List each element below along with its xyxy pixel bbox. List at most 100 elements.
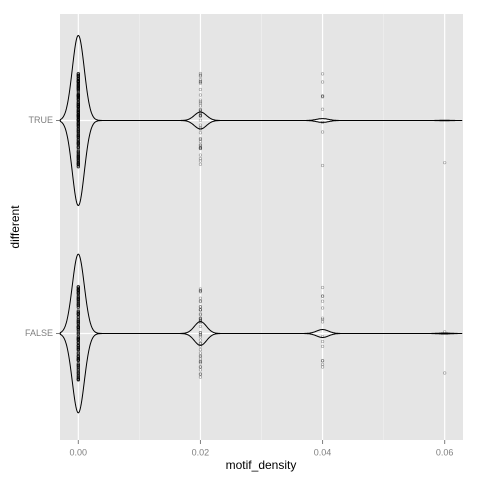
point — [76, 138, 80, 142]
point — [320, 299, 325, 303]
point — [198, 143, 203, 148]
point — [76, 115, 80, 119]
point — [76, 118, 80, 122]
point — [76, 109, 80, 113]
point — [76, 161, 80, 165]
point — [76, 287, 80, 292]
point — [198, 300, 203, 304]
point — [76, 355, 80, 359]
point — [76, 337, 80, 341]
point — [76, 163, 80, 167]
point — [76, 326, 80, 330]
point — [76, 87, 80, 91]
point — [76, 110, 80, 115]
point — [198, 114, 203, 118]
point — [198, 114, 203, 118]
point — [76, 93, 80, 97]
point — [76, 374, 80, 378]
point — [76, 73, 80, 77]
point — [76, 83, 80, 87]
point — [76, 321, 80, 326]
point — [76, 113, 80, 117]
point — [76, 135, 80, 139]
point — [76, 132, 80, 136]
point — [76, 158, 80, 162]
point — [76, 113, 80, 117]
point — [76, 115, 80, 119]
point — [76, 140, 80, 144]
point — [76, 125, 80, 129]
point — [76, 321, 80, 326]
point — [76, 113, 80, 117]
point — [320, 365, 325, 369]
point — [198, 368, 203, 372]
point — [76, 291, 80, 295]
point — [76, 128, 80, 132]
point — [76, 162, 80, 167]
point — [76, 131, 80, 135]
point — [76, 142, 80, 146]
point — [76, 300, 80, 304]
point — [76, 80, 80, 84]
point — [76, 137, 80, 141]
point — [76, 77, 80, 81]
point — [76, 361, 80, 365]
point — [76, 97, 80, 102]
point — [76, 291, 80, 295]
point — [76, 363, 80, 368]
point — [76, 362, 80, 366]
point — [76, 285, 80, 289]
point — [76, 344, 80, 348]
point — [76, 105, 80, 109]
point — [76, 113, 80, 117]
point — [320, 120, 325, 124]
point — [76, 102, 80, 106]
point — [76, 153, 80, 157]
point — [76, 330, 80, 335]
x-tick-label: 0.06 — [436, 447, 454, 457]
point — [76, 118, 80, 122]
point — [76, 325, 80, 329]
point — [320, 294, 325, 298]
point — [76, 119, 80, 123]
point — [76, 298, 80, 302]
point — [76, 160, 80, 164]
point — [76, 121, 80, 126]
point — [76, 312, 80, 317]
point — [76, 340, 80, 344]
point — [76, 156, 80, 160]
point — [76, 113, 80, 117]
point — [76, 287, 80, 292]
point — [76, 329, 80, 333]
point — [76, 115, 80, 119]
point — [76, 293, 80, 297]
point — [76, 292, 80, 296]
point — [76, 113, 80, 117]
point — [76, 127, 80, 132]
point — [76, 347, 80, 351]
point — [76, 377, 80, 381]
point — [76, 371, 80, 375]
point — [76, 344, 80, 348]
point — [76, 120, 80, 125]
point — [76, 357, 80, 361]
point — [76, 345, 80, 349]
point — [76, 97, 80, 101]
point — [76, 146, 80, 150]
point — [76, 74, 80, 78]
point — [76, 93, 80, 97]
point — [76, 285, 80, 289]
point — [76, 295, 80, 299]
point — [76, 376, 80, 380]
point — [76, 127, 80, 131]
point — [76, 130, 80, 135]
point — [76, 79, 80, 83]
x-tick-label: 0.04 — [314, 447, 332, 457]
point — [76, 349, 80, 353]
point — [76, 95, 80, 99]
point — [76, 87, 80, 91]
point — [76, 356, 80, 360]
point — [76, 339, 80, 343]
point — [76, 154, 80, 158]
point — [76, 342, 80, 346]
